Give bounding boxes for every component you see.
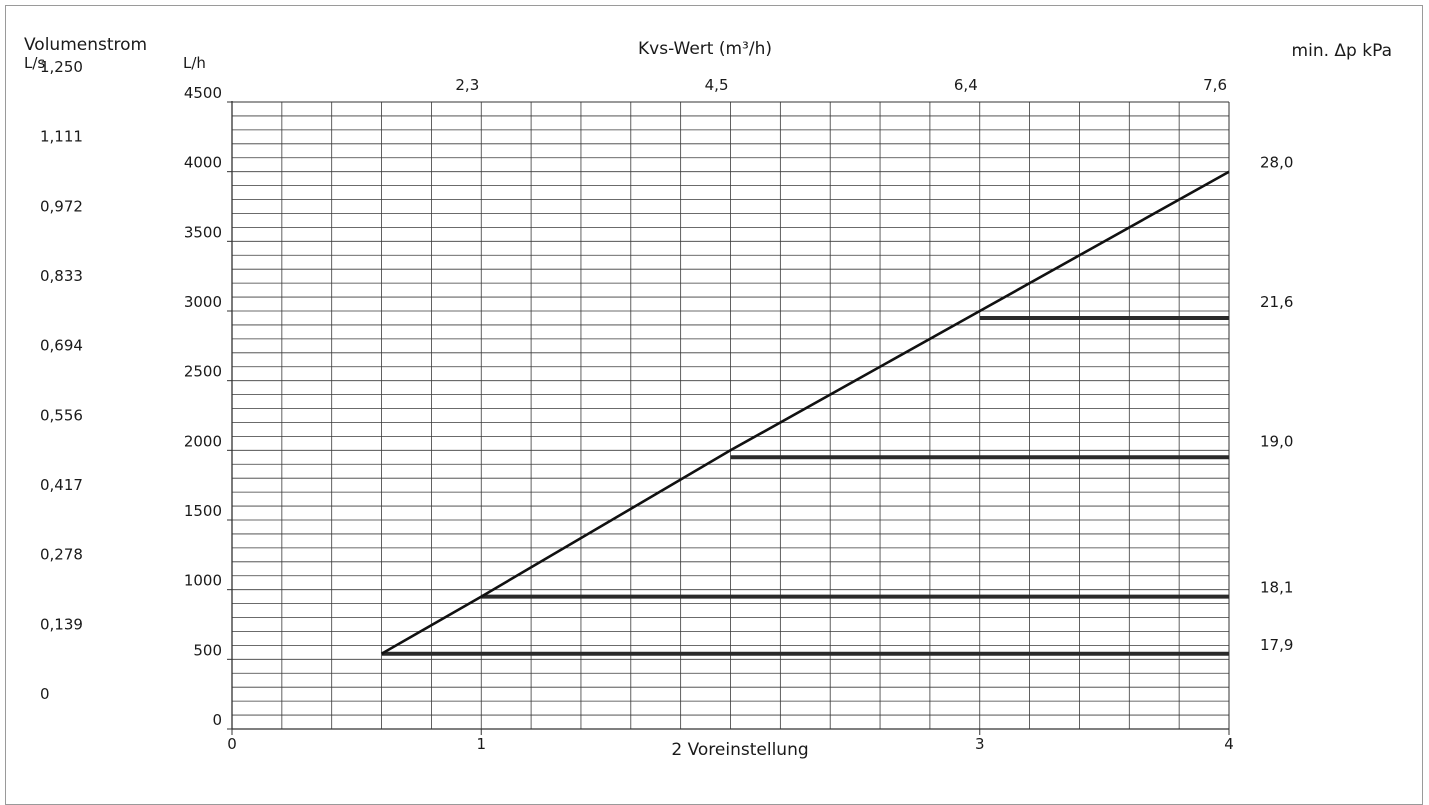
lh-tick-label: 4500 — [184, 84, 222, 102]
ls-unit-label: L/s — [24, 54, 45, 72]
grid — [231, 101, 1230, 730]
dp-label: 17,9 — [1260, 636, 1293, 654]
ls-tick-label: 1,250 — [40, 58, 83, 76]
flow-series-line — [380, 170, 1230, 655]
x-tick-label: 3 — [975, 735, 985, 753]
labels-layer: 0 500 1000 1500 2000 2500 3000 3500 4000 4500 0 0,1… — [40, 58, 1293, 753]
lh-tick-label: 500 — [193, 641, 222, 659]
x-tick-label: 1 — [476, 735, 486, 753]
limit-lines — [381, 315, 1229, 656]
lh-tick-label: 2000 — [184, 432, 222, 450]
top-axis-title: Kvs-Wert (m³/h) — [638, 39, 772, 59]
lh-tick-label: 1000 — [184, 572, 222, 590]
ls-tick-label: 0,972 — [40, 197, 83, 215]
ls-tick-label: 1,111 — [40, 128, 83, 146]
kvs-tick-label: 7,6 — [1203, 76, 1227, 94]
axes — [227, 101, 1230, 735]
lh-tick-label: 4000 — [184, 154, 222, 172]
dp-label: 18,1 — [1260, 579, 1293, 597]
lh-tick-label: 1500 — [184, 502, 222, 520]
ls-tick-label: 0,278 — [40, 546, 83, 564]
right-axis-title: min. Δp kPa — [1292, 41, 1392, 61]
kvs-tick-label: 2,3 — [455, 76, 479, 94]
kvs-tick-label: 4,5 — [705, 76, 729, 94]
x-tick-label: 4 — [1224, 735, 1234, 753]
x-tick-label: 0 — [227, 735, 237, 753]
ls-tick-label: 0,833 — [40, 267, 83, 285]
dp-label: 19,0 — [1260, 432, 1293, 450]
left-axis-title: Volumenstrom — [24, 35, 147, 55]
ls-tick-label: 0,417 — [40, 476, 83, 494]
lh-tick-label: 0 — [212, 711, 222, 729]
lh-tick-label: 3000 — [184, 293, 222, 311]
series-layer — [380, 170, 1230, 655]
ls-tick-label: 0,694 — [40, 337, 83, 355]
lh-tick-label: 2500 — [184, 363, 222, 381]
lh-tick-label: 3500 — [184, 223, 222, 241]
ls-tick-label: 0 — [40, 685, 50, 703]
ls-tick-label: 0,139 — [40, 615, 83, 633]
ls-tick-label: 0,556 — [40, 406, 83, 424]
dp-label: 21,6 — [1260, 293, 1293, 311]
dp-label: 28,0 — [1260, 154, 1293, 172]
x-axis-title: 2 Voreinstellung — [671, 740, 808, 760]
lh-unit-label: L/h — [183, 54, 206, 72]
kvs-tick-label: 6,4 — [954, 76, 978, 94]
